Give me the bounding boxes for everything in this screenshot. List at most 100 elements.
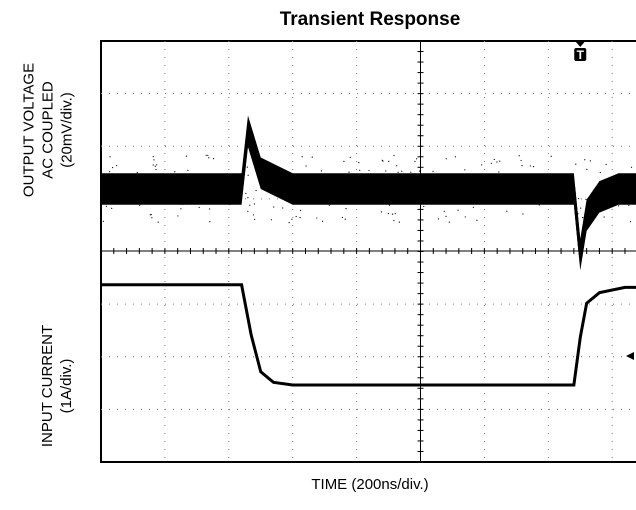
- noise-dot: [568, 187, 570, 190]
- noise-dot: [418, 202, 420, 204]
- noise-dot: [393, 154, 395, 157]
- noise-dot: [112, 166, 114, 169]
- noise-dot: [328, 204, 330, 206]
- noise-dot: [254, 218, 256, 220]
- noise-dot: [523, 188, 525, 190]
- noise-dot: [387, 212, 390, 215]
- noise-dot: [156, 175, 159, 177]
- noise-dot: [498, 171, 500, 173]
- noise-dot: [609, 177, 611, 179]
- noise-dot: [585, 198, 587, 200]
- noise-dot: [577, 213, 579, 215]
- noise-dot: [388, 184, 390, 186]
- noise-dot: [408, 175, 411, 177]
- noise-dot: [421, 184, 423, 186]
- noise-dot: [273, 206, 275, 208]
- noise-dot: [153, 159, 155, 161]
- noise-dot: [359, 169, 361, 171]
- noise-dot: [506, 210, 508, 212]
- noise-dot: [150, 213, 152, 216]
- noise-dot: [302, 175, 304, 178]
- noise-dot: [474, 184, 476, 186]
- noise-dot: [321, 202, 323, 204]
- trigger-badge: [574, 48, 587, 61]
- noise-dot: [423, 205, 425, 208]
- noise-dot: [381, 180, 383, 182]
- noise-dot: [345, 208, 347, 210]
- noise-dot: [288, 222, 290, 224]
- noise-dot: [394, 213, 396, 215]
- noise-dot: [157, 178, 159, 180]
- noise-dot: [181, 203, 183, 206]
- noise-dot: [313, 177, 315, 179]
- noise-dot: [603, 216, 605, 218]
- noise-dot: [391, 213, 394, 215]
- noise-dot: [388, 160, 390, 162]
- noise-dot: [100, 187, 102, 189]
- noise-dot: [194, 176, 196, 179]
- noise-dot: [598, 201, 601, 203]
- noise-dot: [383, 191, 385, 193]
- noise-dot: [476, 219, 478, 221]
- noise-dot: [518, 155, 520, 157]
- noise-dot: [383, 188, 385, 191]
- noise-dot: [521, 165, 523, 167]
- noise-dot: [247, 210, 249, 212]
- noise-dot: [620, 196, 623, 198]
- noise-dot: [385, 170, 387, 172]
- markers: T: [574, 40, 634, 360]
- noise-dot: [156, 164, 158, 166]
- noise-dot: [503, 179, 505, 181]
- noise-dot: [102, 220, 104, 222]
- noise-dot: [262, 186, 264, 188]
- noise-dot: [104, 178, 107, 181]
- noise-dot: [358, 162, 360, 164]
- noise-dot: [152, 156, 154, 158]
- noise-dot: [249, 204, 251, 206]
- noise-dot: [582, 217, 584, 219]
- noise-dot: [584, 159, 586, 161]
- noise-dot: [348, 171, 350, 173]
- noise-dot: [532, 166, 535, 168]
- input-current-trace: [101, 283, 636, 387]
- noise-dot: [493, 183, 495, 185]
- noise-dot: [496, 161, 498, 163]
- noise-dot: [617, 205, 620, 207]
- noise-dot: [464, 169, 466, 171]
- noise-dot: [316, 217, 318, 219]
- noise-dot: [183, 176, 185, 178]
- noise-dot: [269, 170, 271, 172]
- noise-dot: [538, 204, 540, 206]
- noise-dot: [341, 216, 343, 219]
- noise-dot: [209, 221, 211, 223]
- noise-dot: [472, 206, 475, 208]
- noise-dot: [599, 171, 601, 174]
- trigger-pointer-icon: [574, 40, 587, 47]
- noise-dot: [520, 159, 522, 162]
- noise-dot: [154, 165, 156, 167]
- noise-dot: [580, 207, 582, 209]
- noise-dot: [300, 209, 302, 211]
- noise-dot: [149, 214, 151, 216]
- noise-dot: [258, 171, 261, 173]
- noise-dot: [255, 189, 257, 192]
- noise-dot: [177, 215, 179, 217]
- noise-dot: [575, 163, 577, 165]
- noise-dot: [109, 156, 111, 158]
- noise-dot: [394, 189, 396, 191]
- noise-dot: [354, 173, 356, 176]
- noise-dot: [380, 188, 382, 190]
- noise-dot: [558, 197, 560, 199]
- noise-dot: [628, 204, 630, 207]
- noise-dot: [119, 192, 121, 194]
- noise-dot: [217, 199, 220, 201]
- noise-dot: [397, 171, 399, 173]
- noise-dot: [418, 170, 421, 172]
- traces: [100, 115, 636, 387]
- output-voltage-trace: [101, 130, 636, 255]
- noise-dot: [270, 219, 273, 221]
- noise-dot: [396, 165, 398, 167]
- noise-dot: [457, 209, 459, 211]
- noise-dot: [344, 218, 346, 220]
- noise-dot: [184, 202, 186, 204]
